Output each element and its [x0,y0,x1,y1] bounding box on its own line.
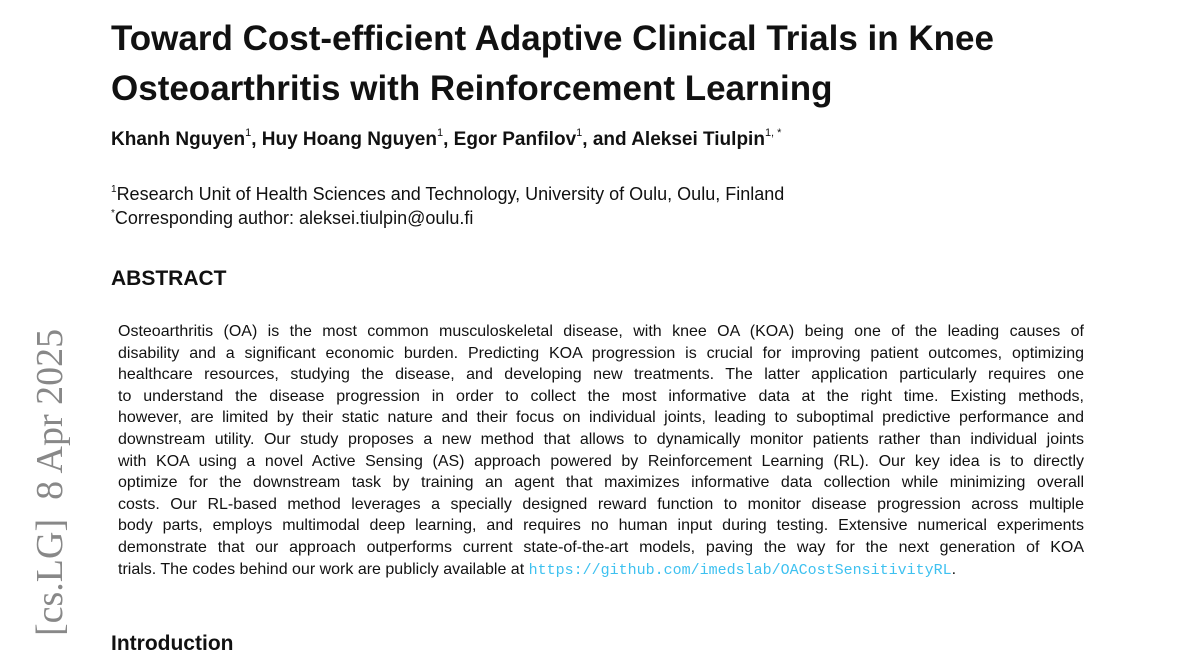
author: Huy Hoang Nguyen [261,129,437,150]
title-line: Toward Cost-efficient Adaptive Clinical … [111,19,994,58]
introduction-heading: Introduction [111,632,234,655]
title-line: Osteoarthritis with Reinforcement Learni… [111,69,833,108]
abstract-line: body parts, employs multimodal deep lear… [118,517,1084,535]
code-link[interactable]: https://github.com/imedslab/OACostSensit… [528,561,952,579]
author: Aleksei Tiulpin [631,129,765,150]
paper-title: Toward Cost-efficient Adaptive Clinical … [111,14,1111,114]
author: Khanh Nguyen [111,129,246,150]
abstract-line: costs. Our RL-based method leverages a s… [118,495,1084,513]
author: Egor Panfilov [453,129,577,150]
abstract-line: trials. The codes behind our work are pu… [118,559,1084,582]
affiliation-text: Research Unit of Health Sciences and Tec… [116,184,785,204]
corresponding-text: Corresponding author: aleksei.tiulpin@ou… [114,208,474,228]
abstract-body: Osteoarthritis (OA) is the most common m… [118,321,1084,581]
abstract-last-text: trials. The codes behind our work are pu… [118,560,529,578]
abstract-line: however, are limited by their static nat… [118,409,1084,427]
author-affiliation-mark: 1 [245,127,252,139]
author-separator: , [443,129,454,150]
author-affiliation-mark: 1 [576,127,583,139]
abstract-end: . [951,560,957,578]
abstract-line: downstream utility. Our study proposes a… [118,430,1084,448]
corresponding-author: *Corresponding author: aleksei.tiulpin@o… [111,208,473,229]
abstract-line: Osteoarthritis (OA) is the most common m… [118,323,1084,340]
corresponding-mark: * [111,208,115,219]
arxiv-sidebar-stamp: [cs.LG] 8 Apr 2025 [29,328,71,636]
author-list: Khanh Nguyen1, Huy Hoang Nguyen1, Egor P… [111,127,782,151]
abstract-line: to understand the disease progression in… [118,387,1084,405]
author-separator: , [251,129,262,150]
abstract-line: demonstrate that our approach outperform… [118,538,1084,556]
author-affiliation-mark: 1 [436,127,444,139]
affiliation-mark: 1 [111,184,117,195]
abstract-line: with KOA using a novel Active Sensing (A… [118,452,1084,470]
abstract-heading: ABSTRACT [111,267,227,290]
affiliation: 1Research Unit of Health Sciences and Te… [111,184,784,205]
abstract-line: healthcare resources, studying the disea… [118,366,1084,384]
author-and: , and [582,129,632,150]
abstract-line: optimize for the downstream task by trai… [118,474,1084,492]
abstract-line: disability and a significant economic bu… [118,344,1084,362]
author-affiliation-mark: 1, * [764,127,782,139]
